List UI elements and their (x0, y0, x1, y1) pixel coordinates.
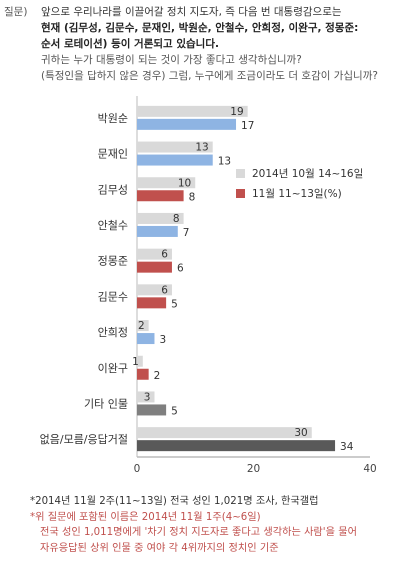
value-label-current: 3 (159, 334, 166, 346)
question-line-5: (특정인을 답하지 않은 경우) 그럼, 누구에게 조금이라도 더 호감이 가십… (41, 70, 378, 82)
bar-prev (137, 427, 312, 439)
question-tag: 질문) (4, 6, 28, 18)
category-label: 안희정 (98, 326, 128, 339)
footnote-source: *2014년 11월 2주(11~13일) 전국 성인 1,021명 조사, 한… (30, 496, 319, 507)
x-tick-label: 0 (134, 463, 141, 475)
bar-current (137, 297, 167, 309)
value-label-current: 6 (177, 263, 184, 275)
value-label-prev: 19 (230, 106, 243, 118)
bar-prev (137, 105, 248, 117)
category-label: 김문수 (98, 290, 128, 303)
bar-prev (137, 284, 172, 296)
question-line-4: 귀하는 누가 대통령이 되는 것이 가장 좋다고 생각하십니까? (41, 54, 302, 66)
bar-prev (137, 212, 184, 224)
bar-current (137, 333, 155, 345)
category-label: 안철수 (98, 219, 128, 232)
value-label-current: 2 (154, 370, 161, 382)
bar-current (137, 118, 237, 130)
bar-current (137, 190, 184, 202)
legend-swatch-current (236, 189, 245, 198)
category-label: 기타 인물 (84, 397, 128, 410)
value-label-current: 5 (171, 405, 178, 417)
value-label-prev: 6 (161, 284, 168, 296)
category-label: 박원순 (98, 112, 128, 125)
bar-prev (137, 391, 155, 403)
bar-current (137, 404, 167, 416)
question-line-2: 현재 (김무성, 김문수, 문재인, 박원순, 안철수, 안희정, 이완구, 정… (41, 22, 359, 34)
x-tick-label: 40 (363, 463, 376, 475)
bar-prev (137, 141, 213, 153)
bar-current (137, 368, 149, 380)
question-line-1: 앞으로 우리나라를 이끌어갈 정치 지도자, 즉 다음 번 대통령감으로는 (41, 6, 342, 18)
category-label: 없음/모름/응답거절 (40, 433, 128, 446)
value-label-current: 13 (218, 156, 231, 168)
bar-prev (137, 177, 196, 189)
value-label-prev: 1 (132, 356, 139, 368)
footnote-names: *위 질문에 포함된 이름은 2014년 11월 1주(4~6일) (30, 511, 261, 523)
value-label-prev: 3 (144, 391, 151, 403)
bar-current (137, 261, 172, 273)
value-label-current: 8 (189, 191, 196, 203)
bar-prev (137, 355, 143, 367)
value-label-current: 34 (340, 441, 354, 453)
bar-prev (137, 320, 149, 332)
footnote-names-2: 전국 성인 1,011명에게 '차기 정치 지도자로 좋다고 생각하는 사람'을… (40, 527, 357, 538)
bar-current (137, 154, 213, 166)
value-label-prev: 13 (195, 142, 208, 154)
value-label-prev: 6 (161, 249, 168, 261)
legend-label-prev: 2014년 10월 14~16일 (252, 167, 363, 180)
category-label: 김무성 (98, 183, 128, 196)
category-label: 이완구 (98, 362, 128, 375)
value-label-prev: 2 (138, 320, 145, 332)
value-label-current: 5 (171, 298, 178, 310)
value-label-current: 7 (183, 227, 190, 239)
category-label: 문재인 (98, 148, 128, 161)
footnote-names-3: 자유응답된 상위 인물 중 여야 각 4위까지의 정치인 기준 (40, 542, 279, 554)
category-label: 정몽준 (98, 255, 128, 268)
value-label-prev: 8 (173, 213, 180, 225)
value-label-prev: 30 (294, 427, 307, 439)
legend-label-current: 11월 11~13일(%) (252, 187, 342, 200)
bar-prev (137, 248, 172, 260)
value-label-current: 17 (241, 120, 254, 132)
value-label-prev: 10 (178, 177, 191, 189)
question-line-3: 순서 로테이션) 등이 거론되고 있습니다. (41, 38, 219, 50)
bar-current (137, 225, 178, 237)
legend-swatch-prev (236, 169, 245, 178)
x-tick-label: 20 (247, 463, 260, 475)
bar-current (137, 440, 336, 452)
footnotes: *2014년 11월 2주(11~13일) 전국 성인 1,021명 조사, 한… (30, 494, 396, 556)
